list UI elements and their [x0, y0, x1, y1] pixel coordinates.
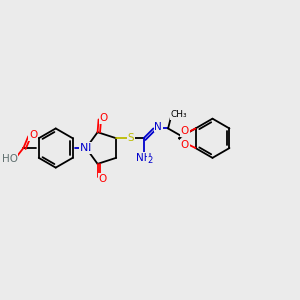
Text: O: O: [181, 126, 189, 136]
Text: O: O: [98, 174, 106, 184]
Text: N: N: [154, 122, 162, 131]
Text: O: O: [99, 113, 108, 124]
Text: NH: NH: [136, 153, 152, 163]
Text: N: N: [80, 143, 88, 153]
Text: N: N: [83, 143, 91, 153]
Text: O: O: [29, 130, 37, 140]
Text: S: S: [128, 133, 134, 143]
Text: O: O: [181, 140, 189, 150]
Text: HO: HO: [2, 154, 18, 164]
Text: 2: 2: [148, 156, 153, 165]
Text: CH₃: CH₃: [171, 110, 187, 119]
